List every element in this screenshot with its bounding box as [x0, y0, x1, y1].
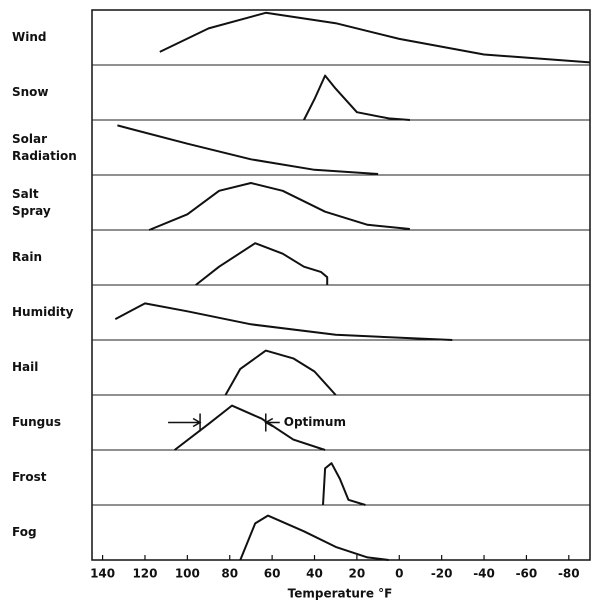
curve [195, 242, 329, 286]
row-label: Snow [12, 85, 49, 99]
x-tick-label: 100 [175, 567, 200, 581]
row-label: Frost [12, 470, 47, 484]
annotation: Optimum [284, 415, 346, 429]
curve [148, 182, 410, 231]
x-tick-label: 20 [349, 567, 366, 581]
curve [159, 11, 591, 64]
curve [239, 514, 389, 561]
optimum-arrow [168, 417, 202, 428]
x-tick-label: -40 [473, 567, 495, 581]
row-label: Hail [12, 360, 39, 374]
curve [322, 462, 366, 506]
curve [173, 404, 326, 451]
x-tick-label: 0 [395, 567, 403, 581]
row-label: Fungus [12, 415, 61, 429]
x-tick-label: -60 [516, 567, 538, 581]
x-tick-label: 60 [264, 567, 281, 581]
x-tick-label: 40 [306, 567, 323, 581]
x-tick-label: 140 [90, 567, 115, 581]
curve [114, 302, 453, 341]
row-label: Wind [12, 30, 47, 44]
row-label: Fog [12, 525, 37, 539]
optimum-arrow [264, 417, 280, 428]
x-tick-label: -80 [558, 567, 580, 581]
x-axis-label: Temperature °F [288, 587, 393, 601]
x-tick-label: 80 [221, 567, 238, 581]
x-tick-label: 120 [132, 567, 157, 581]
row-label: Salt Spray [12, 186, 51, 218]
row-label: Rain [12, 250, 42, 264]
curve [303, 74, 410, 121]
row-label: Solar Radiation [12, 131, 77, 163]
curve [117, 124, 379, 175]
curve [224, 349, 337, 396]
x-tick-label: -20 [431, 567, 453, 581]
row-label: Humidity [12, 305, 74, 319]
